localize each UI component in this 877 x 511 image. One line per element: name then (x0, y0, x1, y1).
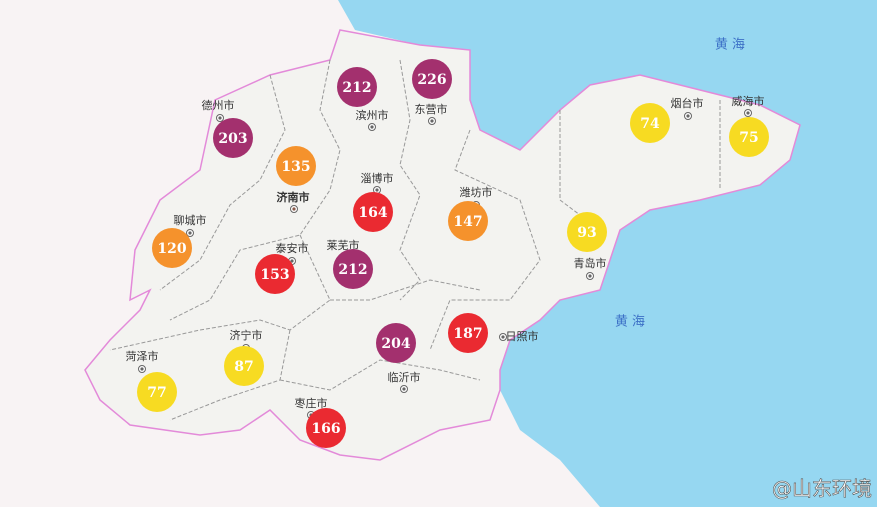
aqi-marker (729, 117, 769, 157)
boundaries (109, 59, 721, 421)
aqi-marker (337, 67, 377, 107)
province (84, 29, 801, 461)
city-label: 潍坊市 (460, 185, 493, 199)
aqi-marker (448, 313, 488, 353)
sea (338, 0, 877, 507)
city-label: 聊城市 (174, 213, 207, 227)
city-label: 枣庄市 (295, 396, 328, 410)
city-dot-center (188, 231, 192, 235)
aqi-marker (255, 254, 295, 294)
city-label: 济南市 (277, 190, 310, 204)
aqi-value: 164 (358, 205, 387, 221)
city-dot-center (140, 367, 144, 371)
city-label: 淄博市 (361, 171, 394, 185)
city-label: 菏泽市 (126, 349, 159, 363)
aqi-value: 204 (381, 336, 410, 352)
aqi-value: 77 (147, 385, 166, 401)
city-label: 东营市 (415, 102, 448, 116)
aqi-value: 75 (739, 130, 758, 146)
aqi-marker (333, 249, 373, 289)
aqi-marker (448, 201, 488, 241)
aqi-marker (224, 346, 264, 386)
aqi-marker (152, 228, 192, 268)
city-label: 济宁市 (230, 328, 263, 342)
aqi-marker (306, 408, 346, 448)
city-label: 日照市 (506, 329, 539, 343)
aqi-marker (630, 103, 670, 143)
aqi-marker (137, 372, 177, 412)
city-dot-center (430, 119, 434, 123)
aqi-marker (567, 212, 607, 252)
city-dot-center (370, 125, 374, 129)
city-dot-center (588, 274, 592, 278)
aqi-value: 135 (281, 159, 310, 175)
aqi-value: 212 (342, 80, 371, 96)
sea-label: 黄 海 (715, 38, 745, 53)
city-dot-center (686, 114, 690, 118)
aqi-marker (412, 59, 452, 99)
aqi-value: 74 (640, 116, 660, 132)
city-label: 泰安市 (276, 241, 309, 255)
aqi-value: 93 (577, 225, 596, 241)
city-dot-center (746, 111, 750, 115)
city-dot-center (402, 387, 406, 391)
city-label: 滨州市 (356, 108, 389, 122)
city-label: 威海市 (732, 94, 765, 108)
aqi-marker (353, 192, 393, 232)
aqi-value: 226 (417, 72, 446, 88)
aqi-value: 166 (311, 421, 340, 437)
aqi-value: 153 (260, 267, 289, 283)
city-label: 临沂市 (388, 370, 421, 384)
city-dot-center (375, 188, 379, 192)
watermark: @山东环境 (772, 477, 872, 501)
aqi-marker (213, 118, 253, 158)
aqi-value: 187 (453, 326, 482, 342)
aqi-value: 147 (453, 214, 482, 230)
city-dot-center (501, 335, 505, 339)
aqi-value: 203 (218, 131, 247, 147)
city-label: 德州市 (202, 98, 235, 112)
aqi-value: 212 (338, 262, 367, 278)
city-label: 青岛市 (574, 256, 607, 270)
aqi-marker (376, 323, 416, 363)
sea-label: 黄 海 (615, 315, 645, 330)
city-dot-center (218, 116, 222, 120)
city-label: 莱芜市 (327, 238, 360, 252)
city-dot-center (290, 259, 294, 263)
aqi-value: 120 (157, 241, 186, 257)
aqi-value: 87 (234, 359, 253, 375)
aqi-marker (276, 146, 316, 186)
city-label: 烟台市 (671, 96, 704, 110)
city-dot-center (292, 207, 296, 211)
